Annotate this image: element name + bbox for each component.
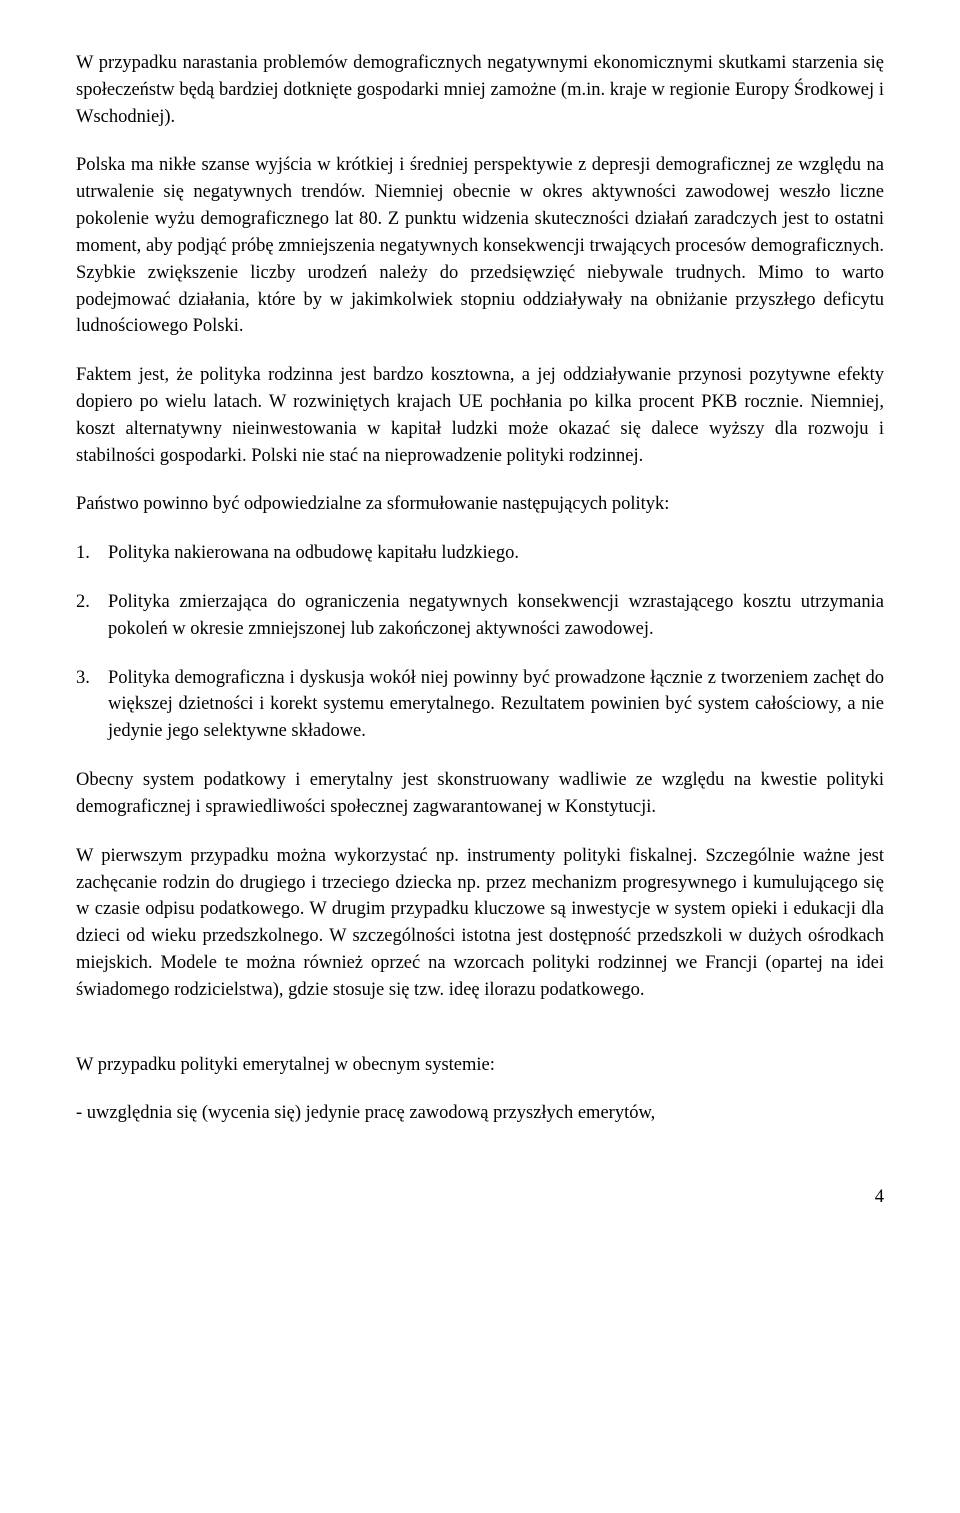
list-item-2: 2. Polityka zmierzająca do ograniczenia … <box>76 589 884 643</box>
list-item-text: Polityka demograficzna i dyskusja wokół … <box>108 668 884 742</box>
list-item-3: 3. Polityka demograficzna i dyskusja wok… <box>76 665 884 745</box>
list-number: 3. <box>76 665 90 692</box>
list-number: 2. <box>76 589 90 616</box>
paragraph-7: W przypadku polityki emerytalnej w obecn… <box>76 1052 884 1079</box>
list-item-1: 1. Polityka nakierowana na odbudowę kapi… <box>76 540 884 567</box>
numbered-list: 1. Polityka nakierowana na odbudowę kapi… <box>76 540 884 745</box>
page-number: 4 <box>76 1187 884 1208</box>
paragraph-5: Obecny system podatkowy i emerytalny jes… <box>76 767 884 821</box>
paragraph-1: W przypadku narastania problemów demogra… <box>76 50 884 130</box>
list-item-text: Polityka zmierzająca do ograniczenia neg… <box>108 592 884 639</box>
paragraph-6: W pierwszym przypadku można wykorzystać … <box>76 843 884 1004</box>
paragraph-4: Państwo powinno być odpowiedzialne za sf… <box>76 491 884 518</box>
list-item-text: Polityka nakierowana na odbudowę kapitał… <box>108 543 519 563</box>
paragraph-3: Faktem jest, że polityka rodzinna jest b… <box>76 362 884 469</box>
paragraph-8: - uwzględnia się (wycenia się) jedynie p… <box>76 1100 884 1127</box>
list-number: 1. <box>76 540 90 567</box>
paragraph-2: Polska ma nikłe szanse wyjścia w krótkie… <box>76 152 884 340</box>
